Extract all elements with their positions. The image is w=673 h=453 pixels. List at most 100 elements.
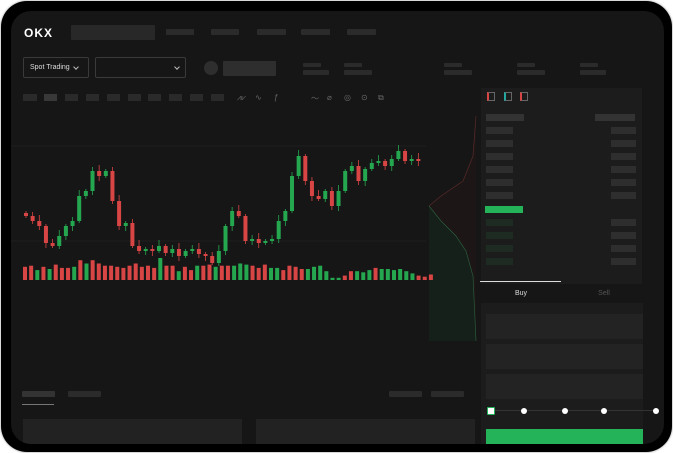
tab-order-history[interactable] — [68, 391, 101, 397]
fx-icon[interactable]: ƒ — [274, 93, 279, 102]
ask-amount[interactable] — [611, 127, 636, 134]
filter-button[interactable] — [389, 391, 422, 397]
filter-button[interactable] — [431, 391, 464, 397]
candle-body — [130, 223, 135, 246]
amount-slider-track[interactable] — [491, 410, 657, 411]
nav-item[interactable] — [166, 29, 194, 35]
settings-icon[interactable]: ◎ — [344, 93, 351, 102]
amount-slider-handle[interactable] — [487, 407, 495, 415]
stat-label — [344, 63, 362, 67]
volume-bar — [207, 264, 212, 280]
candle-body — [90, 171, 95, 191]
candle-body — [343, 171, 348, 191]
bid-amount[interactable] — [611, 219, 636, 226]
ob-header-price[interactable] — [486, 114, 524, 121]
price-input[interactable] — [486, 314, 643, 339]
slider-step-100[interactable] — [653, 408, 659, 414]
depth-bid-area — [429, 206, 476, 341]
buy-button[interactable] — [486, 429, 643, 444]
search-bar[interactable] — [71, 25, 155, 40]
ask-price[interactable] — [486, 192, 513, 199]
interval-button[interactable] — [23, 94, 37, 101]
ask-price[interactable] — [486, 153, 513, 160]
pair-name — [223, 61, 276, 76]
bid-price[interactable] — [486, 245, 513, 252]
volume-bar — [312, 266, 317, 280]
interval-button[interactable] — [107, 94, 120, 101]
slider-step-25[interactable] — [521, 408, 527, 414]
indicator-icon[interactable]: ∿ — [255, 93, 262, 102]
interval-button[interactable] — [44, 94, 57, 101]
amount-input[interactable] — [486, 344, 643, 369]
ask-price[interactable] — [486, 140, 513, 147]
total-input[interactable] — [486, 374, 643, 399]
candle-body — [349, 166, 354, 171]
interval-button[interactable] — [65, 94, 78, 101]
bid-amount[interactable] — [611, 258, 636, 265]
candle-body — [216, 251, 221, 263]
pair-select[interactable] — [95, 57, 186, 78]
volume-bar — [53, 264, 58, 280]
bid-price[interactable] — [486, 258, 513, 265]
candle-body — [176, 249, 181, 256]
ask-amount[interactable] — [611, 153, 636, 160]
asks-only-icon[interactable] — [520, 92, 528, 101]
ask-amount[interactable] — [611, 140, 636, 147]
interval-button[interactable] — [169, 94, 182, 101]
ask-price[interactable] — [486, 127, 513, 134]
bid-price[interactable] — [486, 232, 513, 239]
volume-bar — [275, 267, 280, 280]
last-price[interactable] — [485, 206, 523, 213]
bid-amount[interactable] — [611, 245, 636, 252]
volume-bar — [404, 271, 409, 280]
coin-icon — [204, 61, 218, 75]
slider-step-50[interactable] — [562, 408, 568, 414]
ask-amount[interactable] — [611, 192, 636, 199]
volume-bar — [176, 271, 181, 280]
interval-button[interactable] — [211, 94, 224, 101]
both-sides-icon[interactable] — [487, 92, 495, 101]
okx-logo[interactable]: OKX — [24, 26, 54, 40]
draw-icon[interactable]: ⌀ — [327, 93, 332, 102]
bid-amount[interactable] — [611, 232, 636, 239]
candle-body — [196, 249, 201, 254]
target-icon[interactable]: ⊙ — [361, 93, 368, 102]
interval-button[interactable] — [148, 94, 161, 101]
ask-amount[interactable] — [611, 166, 636, 173]
fullscreen-icon[interactable]: ⧉ — [378, 93, 384, 102]
candle-body — [137, 246, 142, 251]
slider-step-75[interactable] — [601, 408, 607, 414]
nav-item[interactable] — [257, 29, 286, 35]
volume-bar — [182, 266, 187, 280]
ask-amount[interactable] — [611, 179, 636, 186]
candle-body — [230, 211, 235, 226]
tab-buy[interactable]: Buy — [514, 290, 528, 297]
nav-item[interactable] — [347, 29, 376, 35]
volume-bar — [146, 265, 150, 280]
candle-body — [117, 201, 122, 226]
tab-sell[interactable]: Sell — [598, 290, 610, 297]
ask-price[interactable] — [486, 166, 513, 173]
bid-price[interactable] — [486, 219, 513, 226]
interval-button[interactable] — [128, 94, 141, 101]
ob-header-amount[interactable] — [595, 114, 635, 121]
chart-type-icon[interactable]: ⩘⩗ — [237, 93, 247, 102]
candlestick-chart[interactable] — [11, 106, 481, 371]
stat-value — [344, 70, 372, 75]
volume-bar — [269, 267, 273, 280]
nav-item[interactable] — [211, 29, 239, 35]
spot-trading-select[interactable]: Spot Trading — [23, 57, 89, 78]
nav-item[interactable] — [301, 29, 330, 35]
candle-body — [270, 239, 275, 241]
candle-body — [316, 196, 321, 199]
interval-button[interactable] — [190, 94, 203, 101]
tab-open-orders[interactable] — [22, 391, 55, 397]
stat-label — [444, 63, 462, 67]
line-tool-icon[interactable]: 〜 — [311, 94, 319, 103]
interval-button[interactable] — [86, 94, 99, 101]
ask-price[interactable] — [486, 179, 513, 186]
volume-bar — [66, 267, 71, 280]
volume-bar — [379, 269, 384, 280]
bids-only-icon[interactable] — [504, 92, 512, 101]
candle-body — [83, 191, 88, 196]
